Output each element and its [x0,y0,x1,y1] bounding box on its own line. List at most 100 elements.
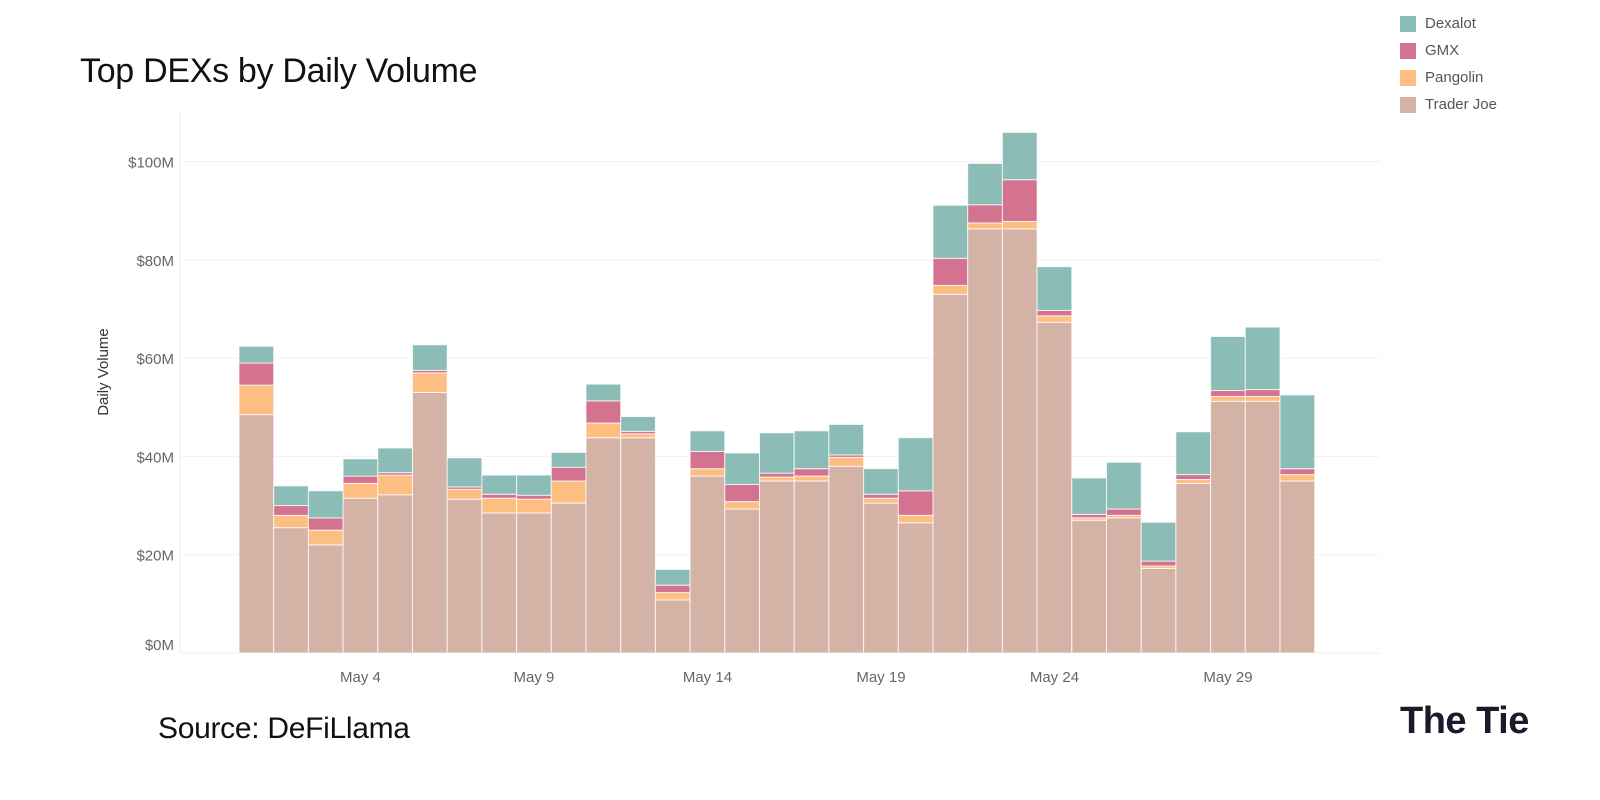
legend-item: Dexalot [1400,10,1497,37]
x-tick-label: May 29 [1203,669,1252,686]
bar-segment-pangolin [967,222,1003,230]
bar-segment-trader-joe [1036,321,1073,654]
bar-segment-dexalot [1279,394,1316,470]
bar-stack [1071,477,1108,654]
bar-segment-dexalot [1071,477,1108,515]
bar-segment-dexalot [307,490,344,519]
bar-segment-trader-joe [724,508,760,654]
source-caption: Source: DeFiLlama [158,712,410,745]
bar-segment-gmx [481,493,518,499]
bar-segment-dexalot [1244,326,1281,391]
bar-segment-dexalot [689,430,726,452]
bar-stack [446,457,483,654]
bar-segment-pangolin [654,592,691,601]
y-tick-label: $0M [145,637,174,654]
bar-stack [273,485,309,654]
bar-segment-pangolin [516,498,552,514]
bar-segment-gmx [238,362,275,386]
bar-segment-gmx [1175,474,1212,481]
bar-segment-pangolin [897,514,934,524]
bar-segment-trader-joe [689,475,726,654]
bar-segment-pangolin [446,488,483,500]
bar-stack [342,458,379,654]
bar-segment-trader-joe [897,522,934,654]
bar-segment-trader-joe [620,437,656,654]
legend-swatch [1400,69,1416,86]
bar-segment-pangolin [620,433,656,439]
bar-stack [897,437,934,654]
bar-stack [1036,266,1073,654]
bar-segment-dexalot [1036,266,1073,311]
bar-segment-trader-joe [585,437,622,654]
bar-segment-trader-joe [967,228,1003,654]
bar-stack [1140,521,1177,654]
bar-segment-trader-joe [446,498,483,654]
the-tie-logo: The Tie [1400,700,1529,742]
bar-segment-gmx [342,475,379,484]
bar-segment-dexalot [620,416,656,432]
bar-segment-gmx [897,490,934,516]
legend-swatch [1400,15,1416,32]
bar-segment-trader-joe [654,599,691,654]
bar-segment-dexalot [1001,132,1038,181]
bar-segment-trader-joe [481,512,518,654]
bar-segment-gmx [1244,389,1281,397]
bar-segment-dexalot [1175,431,1212,476]
bar-segment-pangolin [1279,474,1316,482]
bar-segment-dexalot [516,474,552,496]
bar-segment-dexalot [724,452,760,485]
bar-segment-gmx [967,204,1003,224]
bar-segment-pangolin [550,480,587,504]
bar-segment-pangolin [585,422,622,439]
y-tick-label: $60M [136,351,174,368]
bar-segment-trader-joe [412,392,448,654]
bar-segment-pangolin [481,497,518,514]
bar-segment-pangolin [1210,395,1246,402]
x-tick-label: May 14 [683,669,732,686]
bar-stack [307,490,344,654]
bar-stack [1210,335,1246,654]
bar-segment-pangolin [342,482,379,499]
bar-segment-gmx [863,493,899,499]
legend-item: GMX [1400,37,1497,64]
bar-segment-trader-joe [1210,400,1246,654]
bar-segment-pangolin [377,474,413,496]
bar-segment-trader-joe [307,544,344,654]
chart-legend: Dexalot GMX Pangolin Trader Joe [1400,10,1497,118]
bar-stack [238,345,275,654]
bar-segment-trader-joe [1106,517,1142,654]
bar-stacks [238,132,1316,654]
y-tick-label: $20M [136,548,174,565]
bar-stack [1001,132,1038,654]
y-tick-label: $100M [128,155,174,172]
bar-segment-dexalot [238,345,275,364]
bar-segment-pangolin [932,284,969,295]
bar-stack [550,451,587,654]
x-tick-label: May 9 [514,669,555,686]
bar-segment-gmx [585,400,622,424]
bar-stack [481,474,518,654]
x-tick-label: May 19 [856,669,905,686]
bar-segment-trader-joe [516,512,552,654]
bar-segment-pangolin [1244,395,1281,402]
x-tick-label: May 4 [340,669,381,686]
bar-segment-gmx [654,584,691,594]
bar-stack [863,468,899,654]
bar-stack [967,162,1003,654]
bar-segment-trader-joe [238,414,275,654]
bar-segment-dexalot [273,485,309,507]
y-axis-ticks: $0M $20M $40M $60M $80M $100M [128,155,174,655]
bar-segment-trader-joe [1140,567,1177,654]
bar-segment-pangolin [828,456,865,467]
bar-segment-dexalot [828,423,865,456]
bar-segment-gmx [724,483,760,503]
bar-stack [793,430,830,654]
legend-label: Trader Joe [1425,96,1497,113]
bar-segment-pangolin [1036,315,1073,323]
bar-segment-trader-joe [1244,400,1281,654]
bar-stack [516,474,552,654]
bar-segment-dexalot [654,568,691,586]
bar-segment-gmx [273,505,309,516]
bar-segment-dexalot [863,468,899,495]
